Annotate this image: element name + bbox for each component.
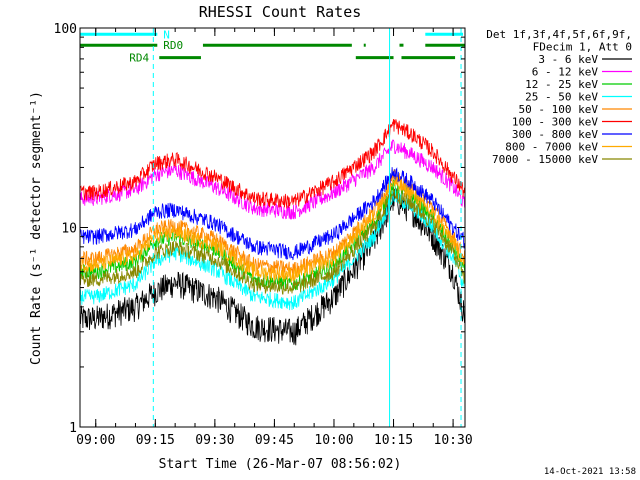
legend-header-1: FDecim 1, Att 0 — [533, 41, 632, 54]
series-layer — [79, 118, 466, 346]
legend-label-7: 800 - 7000 keV — [505, 141, 598, 154]
y-tick-label-1: 10 — [61, 222, 77, 237]
y-axis-label: Count Rate (s⁻¹ detector segment⁻¹) — [29, 91, 44, 365]
chart-title: RHESSI Count Rates — [199, 3, 362, 21]
legend-label-3: 25 - 50 keV — [525, 91, 598, 104]
y-tick-label-0: 1 — [69, 421, 77, 436]
legend-label-6: 300 - 800 keV — [512, 128, 598, 141]
legend-header-0: Det 1f,3f,4f,5f,6f,9f, — [486, 28, 632, 41]
y-tick-label-2: 100 — [54, 22, 77, 37]
axes-layer: 09:00 09:15 09:30 09:45 10:00 10:15 10:30 1 10 10… — [54, 22, 473, 448]
series-line-3 — [79, 189, 466, 311]
timestamp: 14-Oct-2021 13:58 — [544, 467, 636, 477]
flag-label-n: N — [163, 28, 170, 41]
flag-label-rd0: RD0 — [163, 39, 183, 52]
x-tick-label-1: 09:15 — [136, 433, 175, 448]
x-tick-label-0: 09:00 — [76, 433, 115, 448]
legend: Det 1f,3f,4f,5f,6f,9f,FDecim 1, Att 03 -… — [486, 28, 632, 166]
x-tick-label-5: 10:15 — [374, 433, 413, 448]
series-line-5 — [79, 118, 466, 209]
legend-label-2: 12 - 25 keV — [525, 78, 598, 91]
legend-label-5: 100 - 300 keV — [512, 116, 598, 129]
x-tick-label-6: 10:30 — [434, 433, 473, 448]
x-axis-label: Start Time (26-Mar-07 08:56:02) — [159, 457, 402, 472]
series-line-8 — [79, 188, 466, 295]
series-line-6 — [79, 167, 466, 261]
flag-label-rd4: RD4 — [129, 52, 149, 65]
legend-label-0: 3 - 6 keV — [538, 53, 598, 66]
legend-label-1: 6 - 12 keV — [532, 66, 599, 79]
x-tick-label-4: 10:00 — [314, 433, 353, 448]
series-line-7 — [79, 176, 466, 283]
x-tick-label-3: 09:45 — [255, 433, 294, 448]
series-line-1 — [79, 139, 466, 220]
legend-label-8: 7000 - 15000 keV — [492, 153, 598, 166]
x-tick-label-2: 09:30 — [195, 433, 234, 448]
legend-label-4: 50 - 100 keV — [519, 103, 599, 116]
